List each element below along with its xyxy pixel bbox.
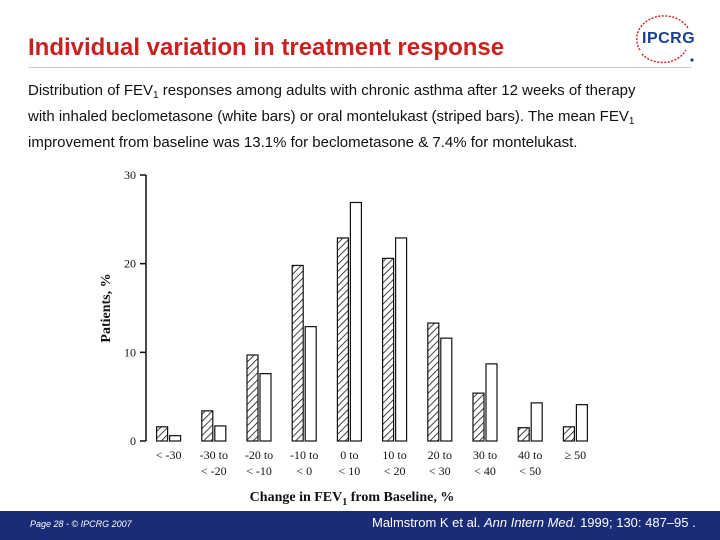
x-tick-label: -10 to [290,448,318,462]
x-tick-label: 30 to [473,448,497,462]
title-divider [28,67,692,68]
x-tick-label: < 40 [474,464,496,478]
logo-text: IPCRG [642,30,696,47]
page-number: Page 28 - © IPCRG 2007 [30,519,132,529]
x-tick-label: -30 to [200,448,228,462]
footer-bar [0,511,720,540]
bar-montelukast [246,354,259,442]
x-tick-label: < 10 [339,464,361,478]
bar-montelukast [382,257,395,442]
y-tick-label: 10 [124,345,136,359]
x-tick-label: < -10 [246,464,272,478]
slide-title: Individual variation in treatment respon… [28,34,505,61]
bar-beclometasone [259,373,272,442]
ipcrg-logo: IPCRG [628,10,706,66]
bar-beclometasone [214,425,227,442]
bar-montelukast [472,392,485,442]
y-axis-label: Patients, % [99,273,114,342]
y-tick-label: 30 [124,168,136,182]
bar-montelukast [201,410,214,442]
bar-beclometasone [168,435,182,442]
chart-description: Distribution of FEV1 responses among adu… [28,78,698,156]
y-tick-label: 0 [130,434,136,448]
x-tick-label: -20 to [245,448,273,462]
x-tick-label: 10 to [382,448,406,462]
bar-beclometasone [440,337,453,442]
citation: Malmstrom K et al. Ann Intern Med. 1999;… [372,515,696,530]
bar-montelukast [291,264,304,442]
bar-chart-svg: 0 10 20 30 Patients, % < -30 -30 to < -20 -20 to… [99,168,588,508]
bar-montelukast [155,426,169,442]
bar-beclometasone [349,201,362,442]
x-tick-label: ≥ 50 [565,448,587,462]
x-tick-label: 0 to [340,448,358,462]
x-tick-label: 20 to [428,448,452,462]
x-tick-label: < -30 [156,448,182,462]
bar-montelukast [562,426,575,442]
bar-beclometasone [304,326,317,442]
x-tick-label: < 0 [296,464,312,478]
x-tick-label: < 20 [384,464,406,478]
x-tick-label: < 30 [429,464,451,478]
x-axis-label: Change in FEV1 from Baseline, % [250,490,455,508]
bar-montelukast [517,427,530,442]
logo-ring-icon [636,15,694,64]
fev1-distribution-chart: 0 10 20 30 Patients, % < -30 -30 to < -20 -20 to… [88,160,608,510]
x-tick-label: 40 to [518,448,542,462]
x-tick-label: < 50 [519,464,541,478]
description-line-2: with inhaled beclometasone (white bars) … [28,108,635,127]
bar-montelukast [336,237,349,442]
bar-beclometasone [485,363,498,442]
bar-beclometasone [575,404,588,442]
description-line-3: improvement from baseline was 13.1% for … [28,134,578,151]
y-tick-label: 20 [124,257,136,271]
bar-montelukast [427,322,440,442]
description-line-1: Distribution of FEV1 responses among adu… [28,82,636,101]
x-tick-label: < -20 [201,464,227,478]
bar-beclometasone [530,402,543,442]
bar-beclometasone [395,237,408,442]
